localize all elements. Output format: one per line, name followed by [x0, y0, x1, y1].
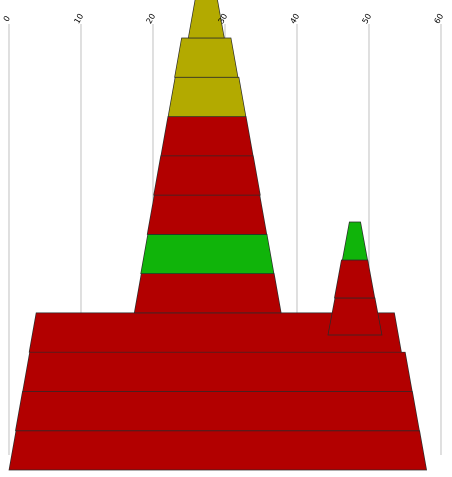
left-peak-band-2 [146, 194, 268, 235]
left-peak-band-1 [140, 234, 275, 274]
left-peak-band-6 [174, 37, 239, 78]
x-tick-label: 0 [2, 14, 12, 23]
main-band-3 [28, 312, 402, 353]
right-peak-band-2 [334, 259, 376, 299]
main-band-2 [22, 351, 413, 392]
main-band-1 [15, 391, 420, 432]
plot-area [8, 0, 428, 471]
x-tick-label: 20 [144, 12, 157, 25]
x-tick-label: 50 [360, 12, 373, 25]
left-peak-band-4 [160, 116, 254, 157]
right-peak-band-1 [327, 297, 383, 336]
right-peak-band-3 [341, 221, 368, 261]
left-peak-band-5 [167, 76, 247, 117]
main-band-0 [8, 430, 428, 471]
x-tick-label: 10 [72, 12, 85, 25]
x-tick-label: 40 [288, 12, 301, 25]
left-peak-band-7 [187, 0, 225, 39]
x-tick-label: 30 [216, 12, 229, 25]
left-peak-band-3 [153, 155, 261, 196]
left-peak-band-0 [133, 273, 282, 314]
x-axis-ticks: 0 10 20 30 40 50 60 [2, 12, 446, 25]
x-tick-label: 60 [432, 12, 445, 25]
